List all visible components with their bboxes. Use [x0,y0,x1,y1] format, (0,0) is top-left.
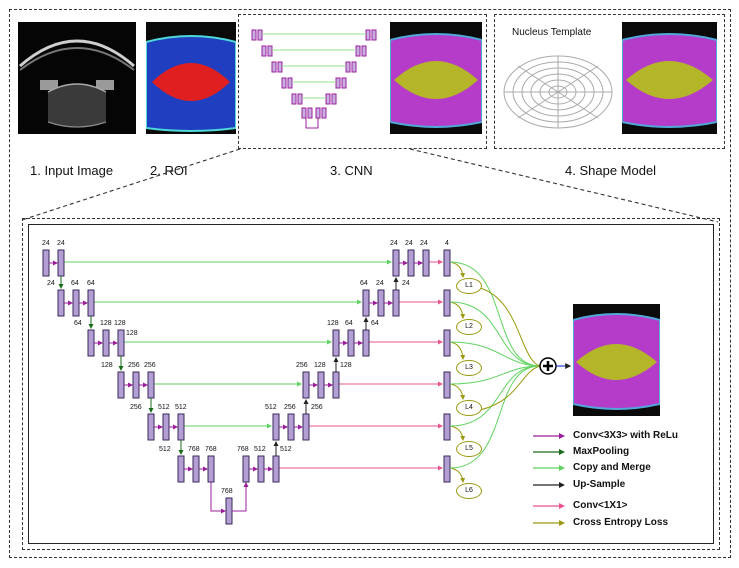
channel-label: 768 [205,446,217,453]
channel-label: 512 [159,446,171,453]
channel-label: 128 [101,362,113,369]
legend: Conv<3X3> with ReLu MaxPooling Copy and … [533,429,708,539]
copy-merge-lines [64,262,391,426]
channel-label: 128 [100,320,112,327]
channel-label: 256 [296,362,308,369]
channel-label: 128 [314,362,326,369]
channel-label: 24 [405,240,413,247]
channel-label: 128 [327,320,339,327]
final-output-image [573,304,660,416]
channel-label: 128 [340,362,352,369]
channel-label: 256 [130,404,142,411]
channel-label: 24 [420,240,428,247]
channel-label: 256 [284,404,296,411]
channel-label: 4 [445,240,449,247]
channel-label: 768 [237,446,249,453]
channel-label: 24 [47,280,55,287]
legend-item: MaxPooling [533,445,708,459]
channel-label: 512 [265,404,277,411]
channel-label: 64 [74,320,82,327]
channel-label: 64 [371,320,379,327]
legend-item: Up-Sample [533,478,708,492]
channel-label: 64 [360,280,368,287]
loss-node-L4: L4 [456,400,482,416]
loss-node-L6: L6 [456,483,482,499]
legend-item: Conv<3X3> with ReLu [533,429,708,443]
channel-label: 768 [221,488,233,495]
channel-label: 512 [158,404,170,411]
channel-label: 24 [402,280,410,287]
channel-label: 512 [280,446,292,453]
channel-label: 256 [128,362,140,369]
channel-label: 24 [42,240,50,247]
legend-item: Conv<1X1> [533,499,708,513]
channel-label: 768 [188,446,200,453]
unet-blocks [43,250,450,524]
legend-item: Cross Entropy Loss [533,516,708,530]
channel-label: 64 [71,280,79,287]
loss-node-L1: L1 [456,278,482,294]
channel-label: 128 [126,330,138,337]
channel-label: 24 [376,280,384,287]
channel-label: 64 [345,320,353,327]
channel-label: 24 [57,240,65,247]
loss-node-L5: L5 [456,441,482,457]
channel-label: 128 [114,320,126,327]
channel-label: 24 [390,240,398,247]
legend-item: Copy and Merge [533,461,708,475]
loss-node-L3: L3 [456,360,482,376]
channel-label: 256 [144,362,156,369]
channel-label: 64 [87,280,95,287]
channel-label: 512 [254,446,266,453]
channel-label: 256 [311,404,323,411]
channel-label: 512 [175,404,187,411]
loss-node-L2: L2 [456,319,482,335]
